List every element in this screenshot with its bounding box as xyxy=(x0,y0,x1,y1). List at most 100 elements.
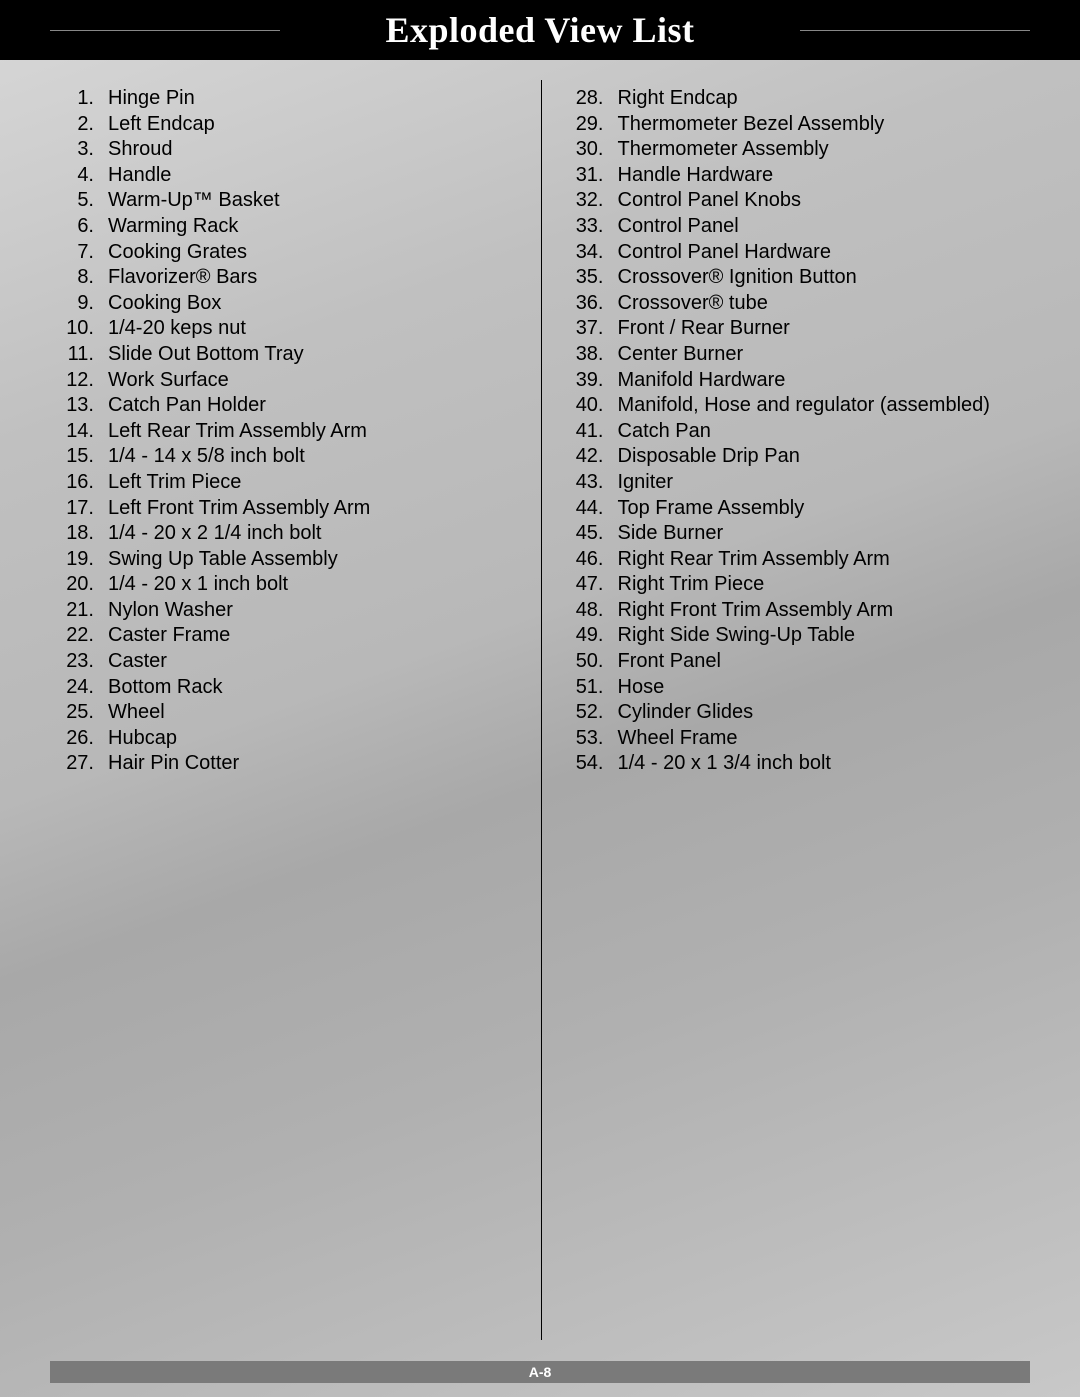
part-label: Hinge Pin xyxy=(108,86,521,112)
parts-list-row: 50.Front Panel xyxy=(570,649,1031,675)
part-number: 47. xyxy=(570,572,618,598)
parts-list-row: 38.Center Burner xyxy=(570,342,1031,368)
parts-list-row: 19.Swing Up Table Assembly xyxy=(60,547,521,573)
part-number: 51. xyxy=(570,675,618,701)
part-number: 48. xyxy=(570,598,618,624)
parts-list-row: 32.Control Panel Knobs xyxy=(570,188,1031,214)
part-number: 4. xyxy=(60,163,108,189)
part-label: Caster xyxy=(108,649,521,675)
part-number: 2. xyxy=(60,112,108,138)
part-number: 6. xyxy=(60,214,108,240)
part-label: Crossover® Ignition Button xyxy=(618,265,1031,291)
parts-list-row: 53.Wheel Frame xyxy=(570,726,1031,752)
part-label: 1/4-20 keps nut xyxy=(108,316,521,342)
part-number: 25. xyxy=(60,700,108,726)
part-label: Center Burner xyxy=(618,342,1031,368)
part-number: 33. xyxy=(570,214,618,240)
part-number: 20. xyxy=(60,572,108,598)
parts-list-row: 54.1/4 - 20 x 1 3/4 inch bolt xyxy=(570,751,1031,777)
part-label: Work Surface xyxy=(108,368,521,394)
parts-list-row: 51.Hose xyxy=(570,675,1031,701)
page-number: A-8 xyxy=(529,1364,552,1380)
part-label: Disposable Drip Pan xyxy=(618,444,1031,470)
parts-list-row: 2.Left Endcap xyxy=(60,112,521,138)
part-label: Left Trim Piece xyxy=(108,470,521,496)
header-rule-left xyxy=(50,30,280,31)
part-label: Side Burner xyxy=(618,521,1031,547)
part-label: Cooking Grates xyxy=(108,240,521,266)
part-number: 19. xyxy=(60,547,108,573)
parts-list-row: 46.Right Rear Trim Assembly Arm xyxy=(570,547,1031,573)
parts-list-row: 23.Caster xyxy=(60,649,521,675)
part-label: 1/4 - 20 x 1 inch bolt xyxy=(108,572,521,598)
part-label: Caster Frame xyxy=(108,623,521,649)
part-label: Right Endcap xyxy=(618,86,1031,112)
part-number: 24. xyxy=(60,675,108,701)
part-number: 14. xyxy=(60,419,108,445)
part-label: Hose xyxy=(618,675,1031,701)
page-title: Exploded View List xyxy=(385,9,694,51)
part-number: 35. xyxy=(570,265,618,291)
parts-list-row: 5.Warm-Up™ Basket xyxy=(60,188,521,214)
part-number: 52. xyxy=(570,700,618,726)
part-number: 49. xyxy=(570,623,618,649)
part-label: Bottom Rack xyxy=(108,675,521,701)
part-label: Crossover® tube xyxy=(618,291,1031,317)
parts-list-row: 26.Hubcap xyxy=(60,726,521,752)
part-number: 13. xyxy=(60,393,108,419)
parts-column-left: 1.Hinge Pin2.Left Endcap3.Shroud4.Handle… xyxy=(60,80,541,1340)
part-label: Cooking Box xyxy=(108,291,521,317)
parts-list-row: 44.Top Frame Assembly xyxy=(570,496,1031,522)
part-label: 1/4 - 20 x 2 1/4 inch bolt xyxy=(108,521,521,547)
part-number: 7. xyxy=(60,240,108,266)
parts-column-right: 28.Right Endcap29.Thermometer Bezel Asse… xyxy=(542,80,1031,1340)
parts-list-row: 33.Control Panel xyxy=(570,214,1031,240)
part-label: Thermometer Assembly xyxy=(618,137,1031,163)
part-number: 44. xyxy=(570,496,618,522)
part-number: 54. xyxy=(570,751,618,777)
part-label: Front / Rear Burner xyxy=(618,316,1031,342)
parts-list-row: 21.Nylon Washer xyxy=(60,598,521,624)
part-label: Warming Rack xyxy=(108,214,521,240)
parts-list-row: 30.Thermometer Assembly xyxy=(570,137,1031,163)
part-label: Manifold, Hose and regulator (assembled) xyxy=(618,393,1031,419)
part-number: 42. xyxy=(570,444,618,470)
part-label: Swing Up Table Assembly xyxy=(108,547,521,573)
part-number: 26. xyxy=(60,726,108,752)
parts-list-row: 20.1/4 - 20 x 1 inch bolt xyxy=(60,572,521,598)
part-label: Catch Pan Holder xyxy=(108,393,521,419)
part-label: 1/4 - 20 x 1 3/4 inch bolt xyxy=(618,751,1031,777)
part-number: 30. xyxy=(570,137,618,163)
parts-list-row: 16.Left Trim Piece xyxy=(60,470,521,496)
part-number: 32. xyxy=(570,188,618,214)
parts-list-row: 48.Right Front Trim Assembly Arm xyxy=(570,598,1031,624)
parts-list-row: 9.Cooking Box xyxy=(60,291,521,317)
parts-list-row: 40.Manifold, Hose and regulator (assembl… xyxy=(570,393,1031,419)
part-label: Top Frame Assembly xyxy=(618,496,1031,522)
part-number: 9. xyxy=(60,291,108,317)
parts-list-row: 36.Crossover® tube xyxy=(570,291,1031,317)
part-number: 29. xyxy=(570,112,618,138)
part-label: Wheel xyxy=(108,700,521,726)
part-number: 23. xyxy=(60,649,108,675)
parts-list-row: 31.Handle Hardware xyxy=(570,163,1031,189)
parts-list-row: 3.Shroud xyxy=(60,137,521,163)
part-label: Front Panel xyxy=(618,649,1031,675)
part-number: 17. xyxy=(60,496,108,522)
parts-list-row: 47.Right Trim Piece xyxy=(570,572,1031,598)
parts-list-row: 39.Manifold Hardware xyxy=(570,368,1031,394)
part-label: Nylon Washer xyxy=(108,598,521,624)
part-label: Warm-Up™ Basket xyxy=(108,188,521,214)
parts-list-row: 8.Flavorizer® Bars xyxy=(60,265,521,291)
part-label: Left Rear Trim Assembly Arm xyxy=(108,419,521,445)
part-label: Handle Hardware xyxy=(618,163,1031,189)
part-label: Control Panel xyxy=(618,214,1031,240)
part-label: Thermometer Bezel Assembly xyxy=(618,112,1031,138)
part-number: 1. xyxy=(60,86,108,112)
part-label: Handle xyxy=(108,163,521,189)
part-number: 5. xyxy=(60,188,108,214)
part-number: 36. xyxy=(570,291,618,317)
part-label: Left Endcap xyxy=(108,112,521,138)
part-number: 3. xyxy=(60,137,108,163)
part-label: Right Front Trim Assembly Arm xyxy=(618,598,1031,624)
